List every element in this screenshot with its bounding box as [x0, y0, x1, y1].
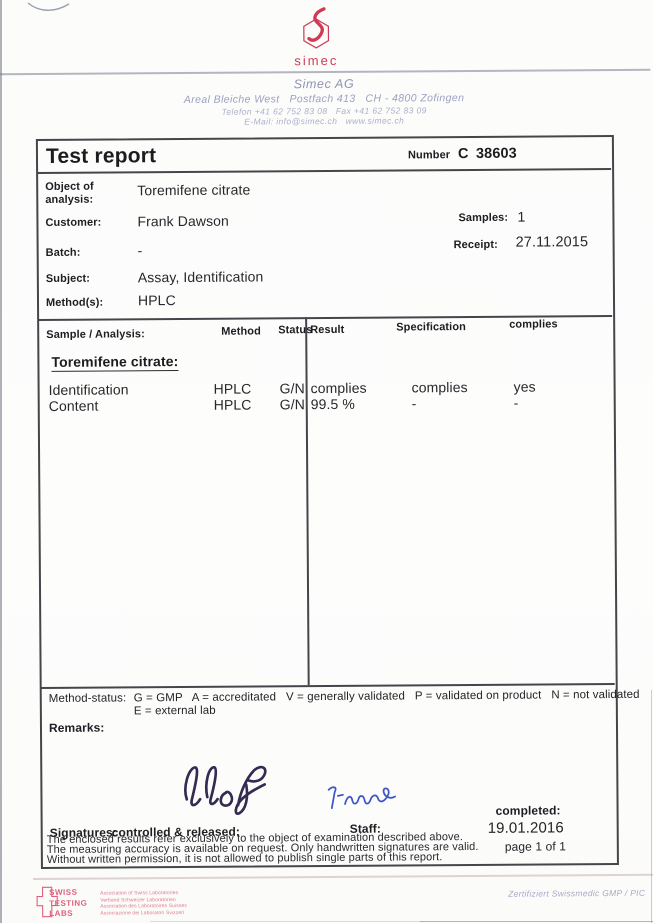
object-of-analysis-label: Object of analysis:: [45, 180, 94, 206]
completed-label: completed:: [495, 803, 561, 818]
col-header-complies: complies: [509, 318, 558, 331]
staff-signature-scribble: [327, 786, 396, 810]
col-header-result: Result: [310, 323, 345, 337]
title-box-divider: [37, 168, 612, 175]
lab-word: SWISS: [49, 887, 78, 897]
scan-right-edge-artifact: [651, 690, 652, 923]
row-analysis: Content: [48, 397, 99, 414]
row-result: 99.5 %: [310, 395, 355, 413]
col-header-sample-analysis: Sample / Analysis:: [46, 328, 145, 341]
number-label: Number: [407, 149, 451, 162]
lab-association-lines: Association of Swiss Laboratories Verban…: [100, 890, 187, 917]
row-result: complies: [310, 379, 367, 397]
row-status: G/N: [279, 396, 305, 413]
methods-value: HPLC: [137, 292, 176, 309]
batch-value: -: [137, 242, 143, 259]
completed-date: 19.01.2016: [487, 819, 564, 837]
remarks-label: Remarks:: [48, 720, 105, 735]
simec-hexagon-logo-icon: [303, 7, 330, 49]
lab-association-line: Association des Laboratoires Suisses: [100, 902, 187, 910]
number-value: 38603: [475, 145, 517, 162]
lab-word: LABS: [49, 908, 74, 918]
lab-association-line: Associazione dei Laboratori Svizzeri: [100, 909, 185, 917]
row-status: G/N: [279, 380, 305, 397]
letterhead-divider: [0, 68, 651, 76]
scan-left-edge-artifact: [0, 0, 2, 923]
page-indicator: page 1 of 1: [504, 839, 567, 854]
row-method: HPLC: [213, 380, 252, 397]
footer-divider: [33, 873, 653, 880]
col-header-method: Method: [221, 325, 261, 338]
col-header-specification: Specification: [396, 321, 467, 334]
row-complies: yes: [513, 378, 536, 395]
subject-value: Assay, Identification: [137, 268, 264, 286]
lab-word: TESTING: [49, 898, 88, 908]
table-row: Content HPLC G/N 99.5 % - -: [40, 394, 614, 415]
row-specification: -: [411, 395, 417, 412]
lab-association-line: Association of Swiss Laboratories: [100, 890, 179, 897]
swiss-cross-icon: [36, 886, 58, 918]
scan-bottom-edge-artifact: [150, 921, 422, 923]
customer-value: Frank Dawson: [137, 212, 229, 230]
table-footer-divider: [40, 682, 615, 690]
methods-label: Method(s):: [45, 296, 104, 309]
disclaimer-line: Without written permission, it is not al…: [46, 851, 443, 866]
samples-label: Samples:: [458, 211, 509, 225]
report-title: Test report: [45, 144, 157, 168]
row-method: HPLC: [213, 396, 252, 413]
row-specification: complies: [411, 379, 468, 396]
scan-bottom-edge-artifact: [420, 920, 653, 923]
receipt-label: Receipt:: [453, 238, 498, 252]
swiss-testing-labs-wordmark: SWISS TESTING LABS: [49, 888, 87, 920]
row-complies: -: [513, 394, 519, 411]
method-status-legend-line2: E = external lab: [133, 704, 216, 718]
number-prefix: C: [457, 146, 469, 163]
method-status-legend-line1: G = GMP A = accreditated V = generally v…: [133, 688, 640, 705]
controlled-released-signature-scribble: [184, 765, 267, 815]
result-column-divider: [305, 317, 310, 686]
samples-value: 1: [517, 208, 526, 225]
certification-text: Zertifiziert Swissmedic GMP / PIC: [508, 887, 646, 899]
row-analysis: Identification: [48, 381, 129, 398]
object-of-analysis-value: Toremifene citrate: [137, 181, 251, 199]
sample-group-title: Toremifene citrate:: [51, 353, 179, 372]
method-status-label: Method-status:: [48, 692, 127, 705]
report-frame: Test report Number C 38603 Object of ana…: [35, 134, 640, 870]
customer-label: Customer:: [45, 216, 102, 229]
scan-corner-crease-artifact: [27, 2, 70, 11]
subject-label: Subject:: [45, 272, 91, 285]
simec-wordmark: simec: [294, 52, 339, 69]
batch-label: Batch:: [45, 246, 81, 259]
receipt-value: 27.11.2015: [515, 234, 589, 251]
col-header-status: Status: [278, 324, 313, 337]
